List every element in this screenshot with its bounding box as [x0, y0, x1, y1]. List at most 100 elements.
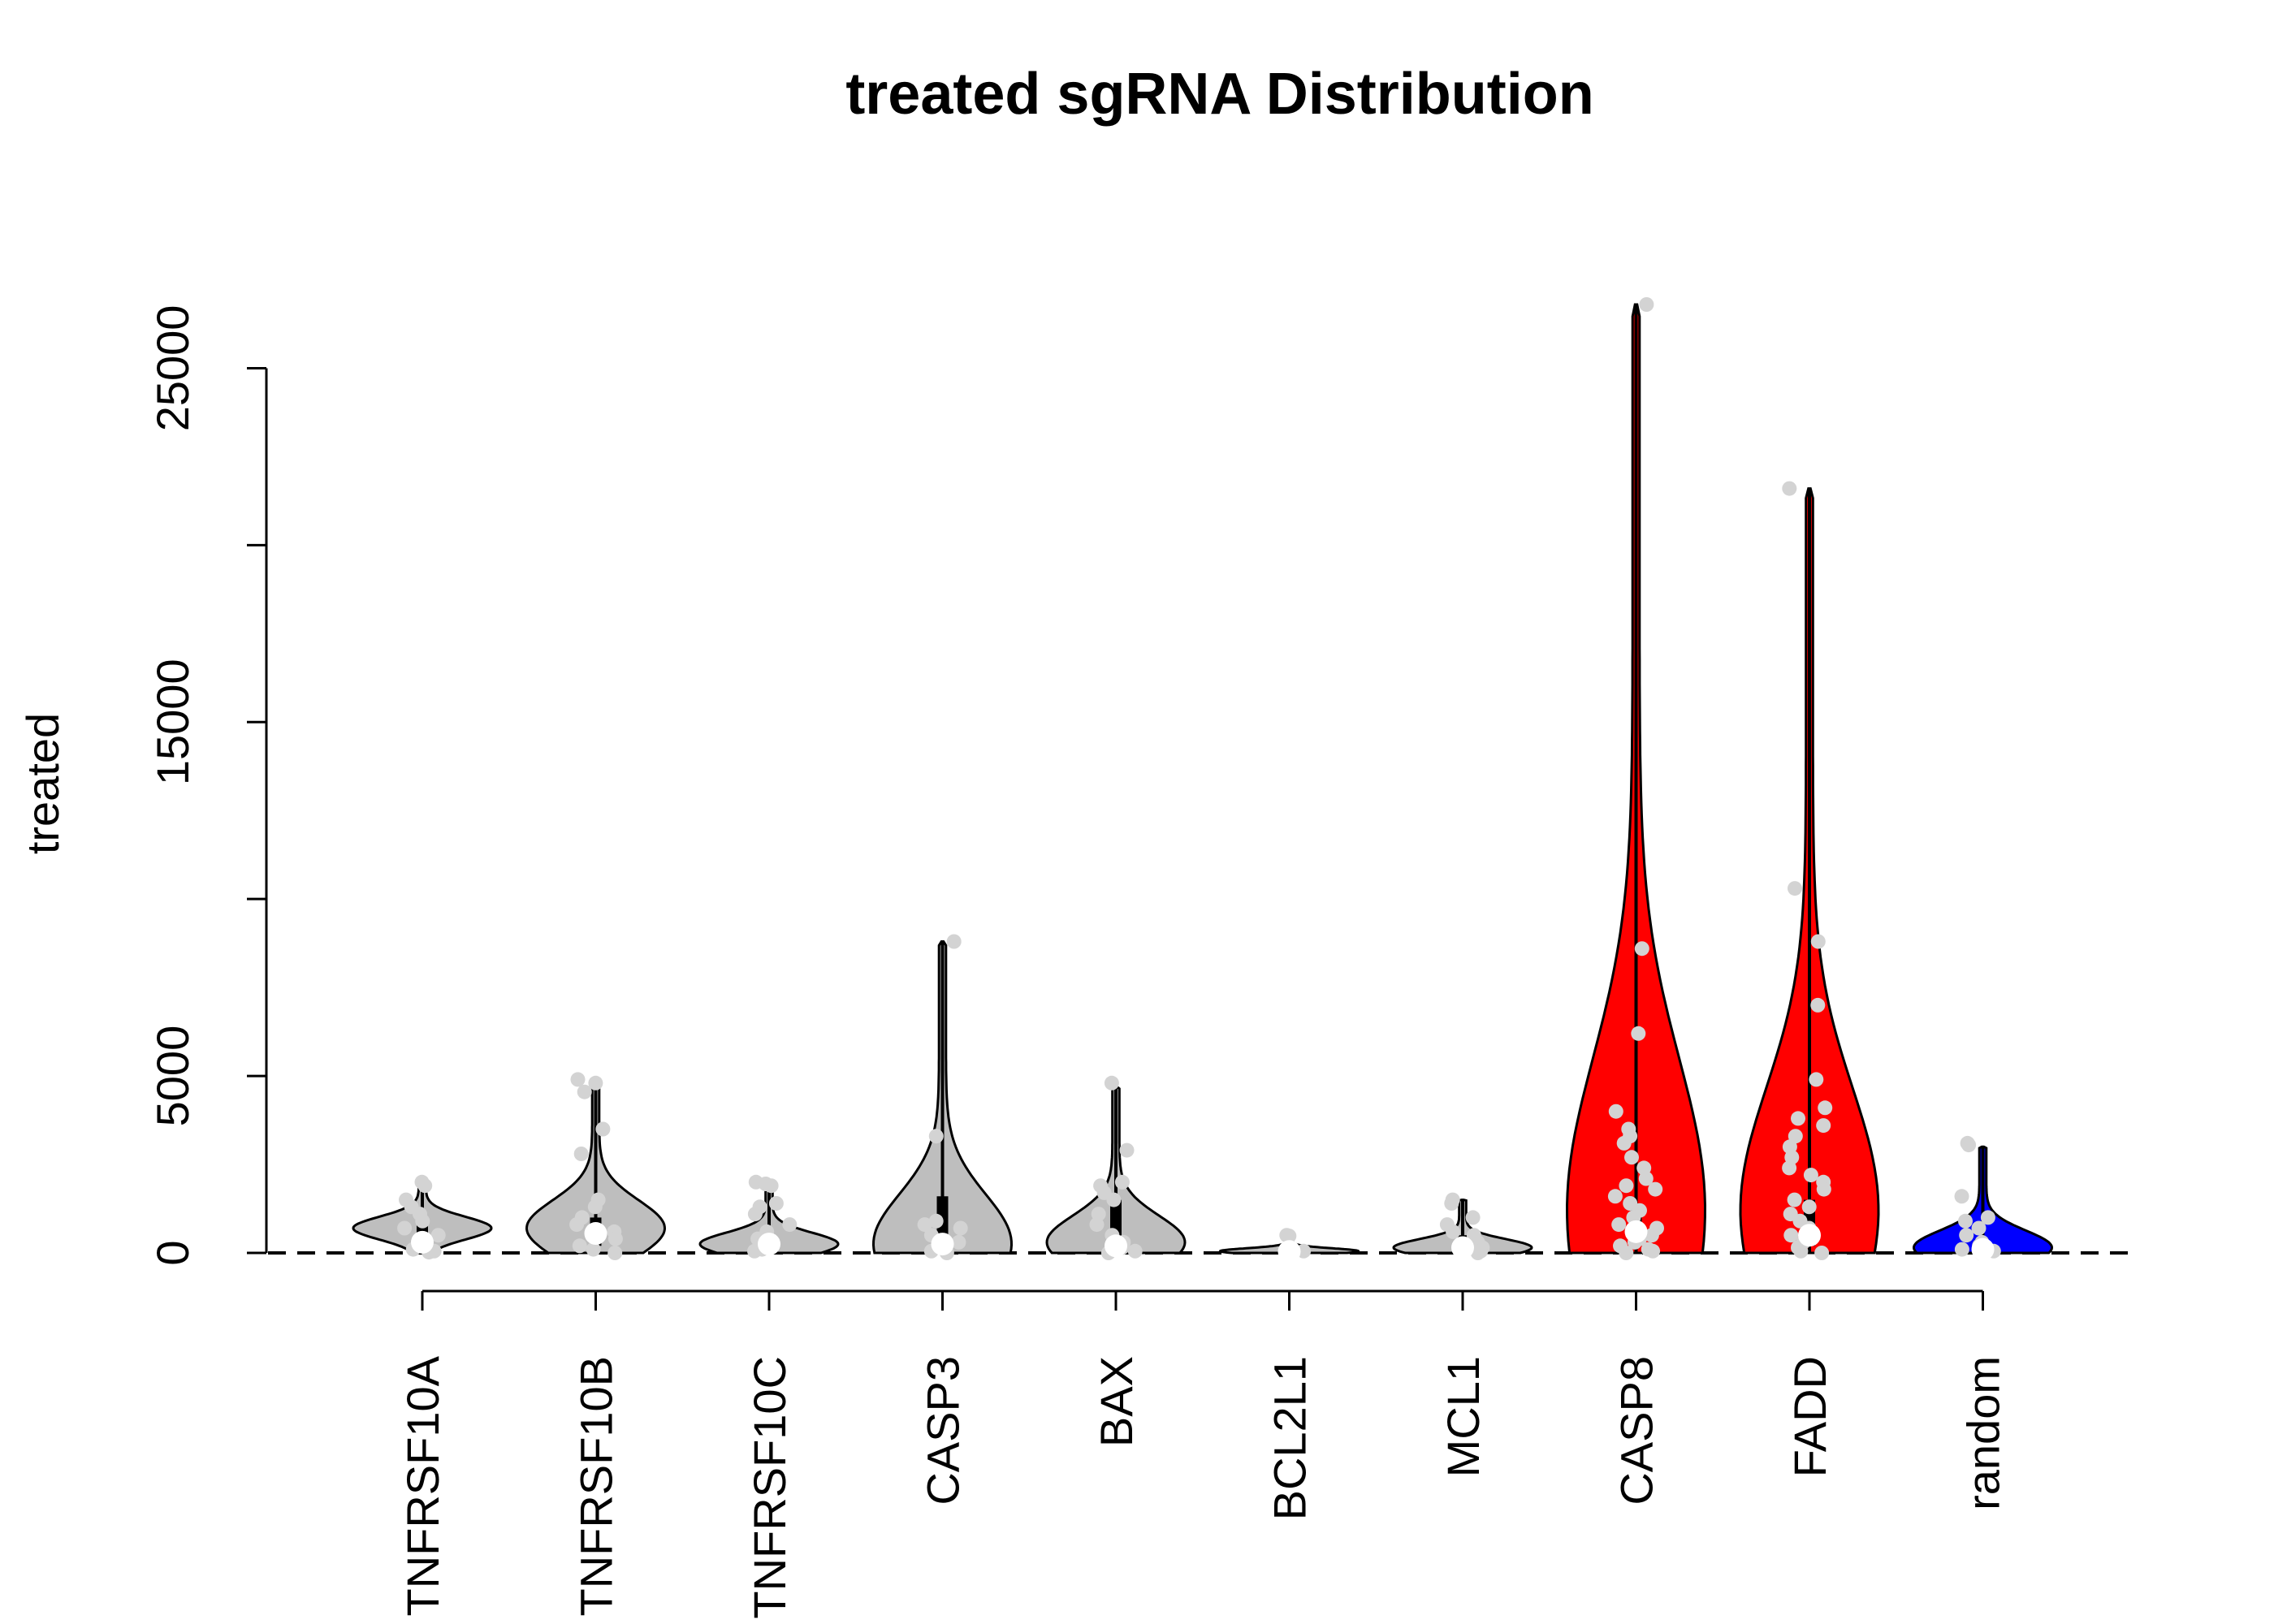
data-point — [1608, 1104, 1623, 1119]
median-marker — [931, 1233, 954, 1256]
data-point — [1648, 1181, 1663, 1197]
y-tick-label: 25000 — [147, 305, 198, 432]
violin-group-TNFRSF10C — [698, 1174, 840, 1259]
data-point — [1809, 1072, 1824, 1087]
median-marker — [1451, 1236, 1474, 1259]
data-point — [397, 1220, 413, 1236]
data-point — [595, 1121, 611, 1137]
data-point — [1644, 1228, 1659, 1243]
median-marker — [411, 1230, 434, 1254]
x-tick-label: CASP3 — [918, 1356, 969, 1505]
data-point — [1619, 1178, 1634, 1194]
data-point — [953, 1220, 968, 1236]
y-tick-label: 15000 — [147, 659, 198, 785]
median-marker — [1105, 1234, 1127, 1258]
violin-group-CASP8 — [1565, 297, 1707, 1260]
data-point — [1810, 934, 1826, 949]
data-point — [1791, 1111, 1805, 1126]
x-axis: TNFRSF10A TNFRSF10B TNFRSF10C CASP3 BAX BCL2L… — [397, 1289, 2009, 1619]
data-point — [1470, 1246, 1485, 1260]
data-point — [1282, 1229, 1297, 1244]
data-point — [1624, 1150, 1639, 1165]
data-point — [1638, 1171, 1654, 1186]
data-point — [1631, 1026, 1646, 1041]
data-point — [1783, 1228, 1799, 1243]
median-marker — [1624, 1220, 1648, 1243]
data-point — [1607, 1189, 1623, 1204]
data-point — [570, 1072, 586, 1087]
data-point — [1787, 1192, 1802, 1207]
data-point — [607, 1246, 623, 1260]
x-tick-label: random — [1958, 1356, 2009, 1510]
x-tick-label: MCL1 — [1437, 1356, 1489, 1477]
data-point — [917, 1217, 932, 1233]
data-point — [430, 1228, 446, 1243]
y-axis: 0 5000 15000 25000 — [147, 305, 268, 1266]
x-tick-label: TNFRSF10A — [397, 1355, 448, 1616]
data-point — [1818, 1100, 1833, 1116]
data-point — [1793, 1243, 1809, 1259]
x-tick-label: CASP8 — [1611, 1356, 1662, 1505]
data-point — [577, 1084, 592, 1099]
data-point — [946, 934, 962, 949]
violin-group-MCL1 — [1392, 1192, 1533, 1260]
x-tick-label: TNFRSF10C — [744, 1356, 795, 1619]
data-point — [1816, 1181, 1831, 1197]
data-point — [572, 1238, 587, 1254]
data-point — [1814, 1246, 1830, 1260]
data-point — [1959, 1228, 1974, 1243]
data-point — [747, 1243, 762, 1259]
data-point — [1127, 1243, 1143, 1259]
data-point — [1645, 1243, 1661, 1259]
data-point — [1801, 1199, 1817, 1215]
data-point — [1971, 1220, 1987, 1236]
violin-group-CASP3 — [871, 934, 1014, 1260]
data-point — [588, 1075, 603, 1091]
x-tick-label: BCL2L1 — [1265, 1356, 1316, 1520]
data-point — [951, 1234, 966, 1250]
data-point — [1954, 1189, 1969, 1204]
median-marker — [758, 1233, 780, 1256]
data-point — [1634, 941, 1649, 957]
data-point — [569, 1217, 585, 1233]
data-point — [607, 1231, 623, 1246]
data-point — [1616, 1135, 1632, 1151]
data-point — [1444, 1196, 1459, 1211]
data-point — [1803, 1168, 1818, 1183]
data-point — [782, 1217, 798, 1233]
data-point — [415, 1213, 430, 1229]
data-point — [768, 1196, 784, 1211]
data-point — [417, 1178, 433, 1194]
data-point — [1465, 1210, 1481, 1225]
data-point — [1788, 881, 1802, 896]
data-point — [1104, 1075, 1119, 1091]
violins — [352, 297, 2054, 1263]
x-tick-label: TNFRSF10B — [571, 1356, 622, 1617]
data-point — [587, 1199, 603, 1215]
y-tick-label: 0 — [147, 1240, 198, 1265]
median-marker — [1971, 1237, 1995, 1261]
data-point — [763, 1178, 779, 1194]
data-point — [573, 1147, 589, 1161]
data-point — [1810, 997, 1826, 1013]
violin-group-random — [1912, 1135, 2054, 1261]
y-tick-label: 5000 — [147, 1026, 198, 1127]
data-point — [1446, 1224, 1461, 1239]
data-point — [928, 1213, 944, 1229]
violin-group-TNFRSF10B — [525, 1072, 667, 1260]
x-tick-label: BAX — [1091, 1356, 1142, 1447]
data-point — [1106, 1192, 1122, 1207]
data-point — [1611, 1217, 1627, 1233]
violin-group-BCL2L1 — [1218, 1228, 1360, 1263]
data-point — [1961, 1138, 1977, 1153]
violin-group-FADD — [1739, 481, 1880, 1260]
data-point — [1639, 297, 1654, 312]
data-point — [1980, 1210, 1995, 1225]
x-tick-label: FADD — [1784, 1356, 1835, 1477]
data-point — [747, 1207, 763, 1222]
data-point — [586, 1242, 601, 1257]
data-point — [1954, 1242, 1969, 1257]
median-marker — [584, 1222, 607, 1246]
data-point — [1119, 1142, 1135, 1158]
